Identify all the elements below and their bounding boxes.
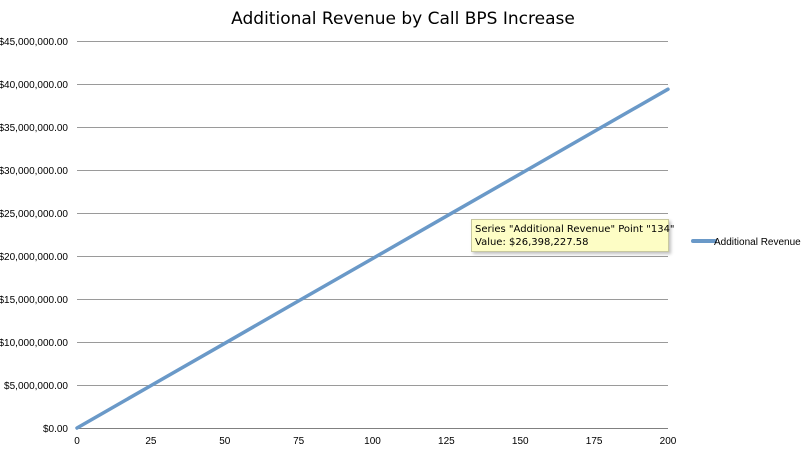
- x-tick-label: 100: [364, 436, 381, 447]
- y-tick-label: $10,000,000.00: [0, 338, 68, 349]
- y-tick-label: $45,000,000.00: [0, 37, 68, 48]
- y-tick-label: $5,000,000.00: [4, 381, 68, 392]
- x-tick-label: 175: [586, 436, 603, 447]
- y-tick-label: $20,000,000.00: [0, 252, 68, 263]
- x-tick-label: 200: [660, 436, 677, 447]
- y-tick-label: $40,000,000.00: [0, 80, 68, 91]
- y-tick-label: $25,000,000.00: [0, 209, 68, 220]
- series-line-additional-revenue: [75, 87, 670, 430]
- y-axis-ticks: $0.00 $5,000,000.00 $10,000,000.00 $15,000,…: [0, 37, 68, 435]
- x-tick-label: 75: [293, 436, 305, 447]
- y-tick-label: $0.00: [43, 424, 68, 435]
- y-tick-label: $15,000,000.00: [0, 295, 68, 306]
- x-tick-label: 0: [74, 436, 80, 447]
- data-point-tooltip: Series "Additional Revenue" Point "134" …: [471, 219, 675, 252]
- x-axis-ticks: 0 25 50 75 100 125 150 175 200: [74, 436, 677, 447]
- x-tick-label: 50: [219, 436, 231, 447]
- tooltip-series-point: Series "Additional Revenue" Point "134": [475, 224, 675, 235]
- tooltip-value: Value: $26,398,227.58: [475, 237, 589, 248]
- y-tick-label: $30,000,000.00: [0, 166, 68, 177]
- x-tick-label: 125: [438, 436, 455, 447]
- legend-label: Additional Revenue: [714, 237, 801, 248]
- grid: [77, 41, 668, 429]
- x-tick-label: 25: [145, 436, 157, 447]
- series-layer: [75, 87, 670, 430]
- chart-title: Additional Revenue by Call BPS Increase: [231, 9, 575, 29]
- y-tick-label: $35,000,000.00: [0, 123, 68, 134]
- x-tick-label: 150: [512, 436, 529, 447]
- legend: Additional Revenue: [691, 237, 801, 248]
